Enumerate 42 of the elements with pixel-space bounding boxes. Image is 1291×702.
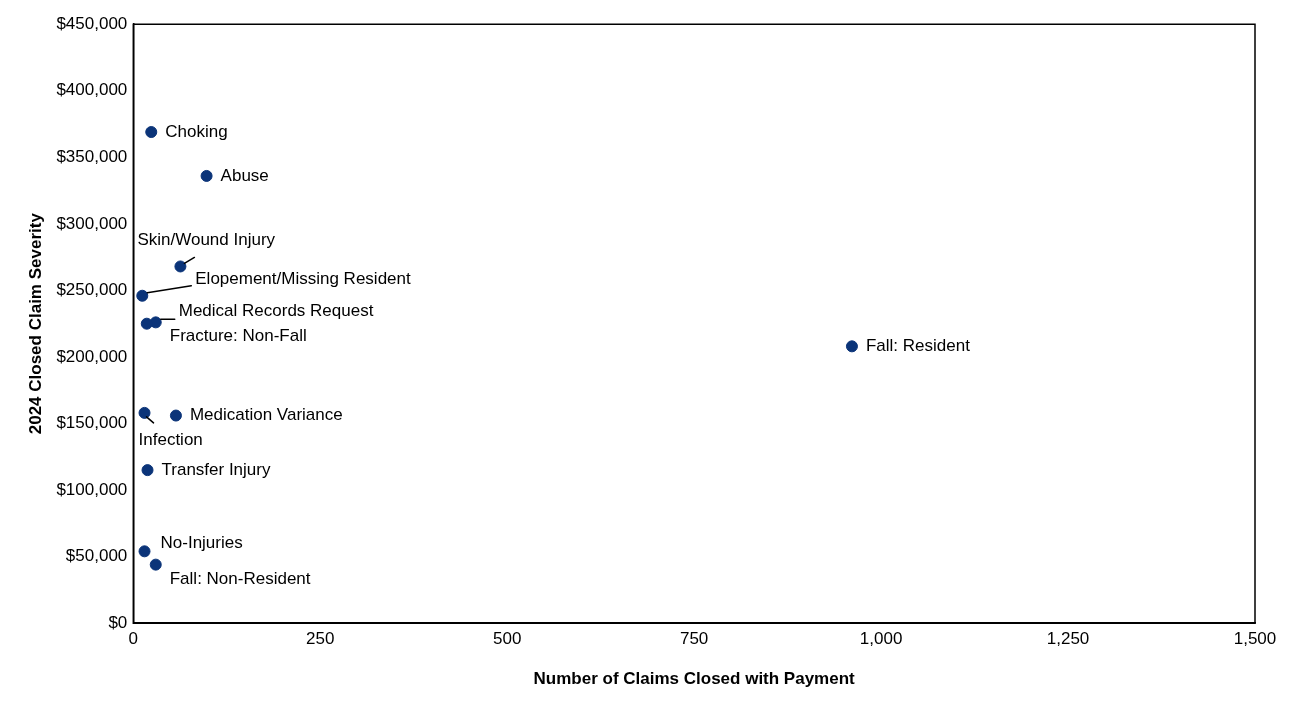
y-tick-label: $100,000 [56, 479, 128, 499]
point [145, 126, 158, 139]
annotation: Transfer Injury [161, 459, 271, 479]
annotation: Skin/Wound Injury [137, 230, 276, 250]
y-tick-label: $450,000 [56, 13, 128, 33]
point [140, 317, 153, 330]
point [141, 464, 154, 477]
y-tick-label: $400,000 [56, 80, 128, 100]
annotation: Fall: Non-Resident [169, 569, 311, 589]
x-tick-label: 1,500 [1233, 629, 1277, 649]
y-tick-label: $200,000 [56, 346, 128, 366]
annotation: Abuse [220, 165, 269, 185]
y-tick-label: $250,000 [56, 280, 128, 300]
annotation: Infection [138, 429, 203, 449]
point [138, 406, 151, 419]
x-tick-label: 0 [128, 629, 139, 649]
x-tick-label: 500 [493, 629, 522, 649]
annotation: Choking [165, 121, 228, 141]
point [136, 289, 149, 302]
y-tick-label: $50,000 [65, 546, 128, 566]
annotation: No-Injuries [160, 533, 243, 553]
y-axis-title: 2024 Closed Claim Severity [25, 212, 45, 435]
point [200, 169, 213, 182]
annotation: Elopement/Missing Resident [195, 269, 411, 289]
x-tick-label: 750 [679, 629, 709, 649]
point [149, 558, 162, 571]
x-tick-label: 1,250 [1046, 629, 1090, 649]
annotation: Medical Records Request [178, 301, 374, 321]
point [138, 545, 151, 558]
y-tick-label: $0 [108, 612, 128, 632]
y-tick-label: $150,000 [56, 413, 128, 433]
point [174, 260, 187, 273]
annotation: Medication Variance [189, 405, 343, 425]
y-tick-label: $350,000 [56, 147, 128, 166]
x-axis-title: Number of Claims Closed with Payment [533, 669, 856, 689]
y-tick-label: $300,000 [56, 213, 128, 233]
point [845, 340, 858, 353]
annotation: Fall: Resident [865, 336, 971, 356]
x-tick-label: 1,000 [859, 629, 903, 649]
x-tick-label: 250 [306, 629, 335, 649]
point [169, 409, 182, 422]
annotation: Fracture: Non-Fall [169, 326, 307, 346]
